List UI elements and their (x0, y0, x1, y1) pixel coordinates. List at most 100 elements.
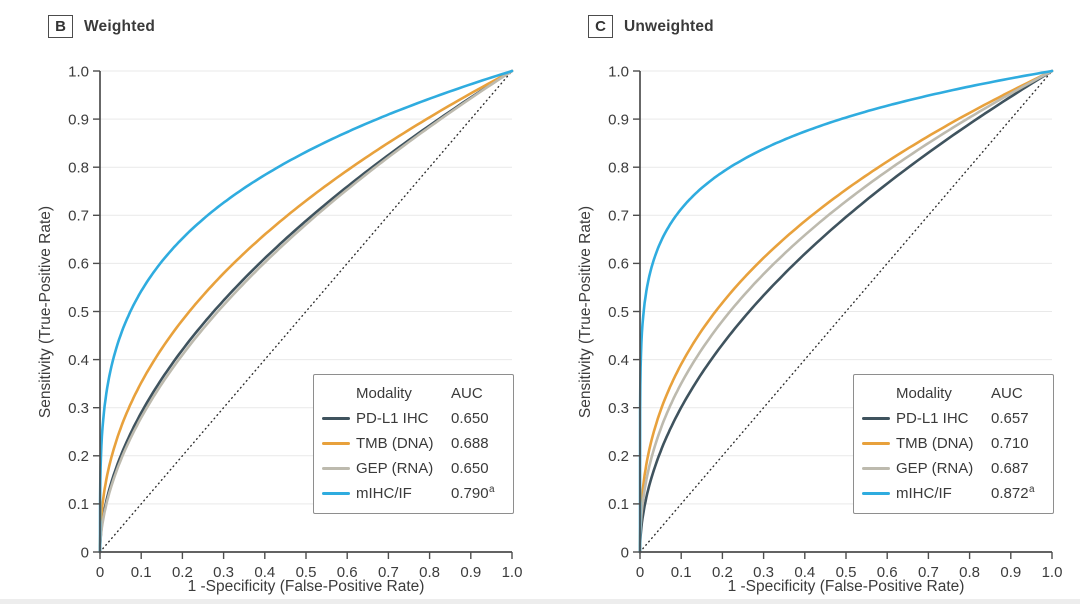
roc-curve-mihc-if (98, 69, 514, 554)
x-tick-label: 0.1 (131, 564, 152, 581)
x-tick-label: 0.8 (959, 564, 980, 581)
x-tick-label: 0.6 (337, 564, 358, 581)
legend-row: TMB (DNA) 0.688 (322, 431, 505, 456)
legend-row: mIHC/IF 0.872a (862, 481, 1045, 506)
reference-diagonal (639, 70, 1053, 553)
auc-value: 0.687 (991, 460, 1029, 477)
y-tick-label: 0 (81, 544, 89, 561)
y-tick-label: 1.0 (608, 63, 629, 80)
y-axis-title: Sensitivity (True-Positive Rate) (577, 205, 594, 419)
series-name: GEP (RNA) (356, 460, 434, 477)
legend-row: PD-L1 IHC 0.657 (862, 406, 1045, 431)
auc-value: 0.872a (991, 484, 1035, 503)
y-tick-label: 0.8 (608, 159, 629, 176)
series-name: PD-L1 IHC (896, 410, 969, 427)
x-axis-title: 1 -Specificity (False-Positive Rate) (727, 578, 965, 595)
x-tick-label: 0.9 (1000, 564, 1021, 581)
auc-legend: Modality AUC PD-L1 IHC 0.657 TMB (DNA) 0… (853, 374, 1054, 514)
y-tick-label: 0.2 (608, 448, 629, 465)
y-tick-label: 0.4 (68, 352, 89, 369)
legend-swatch-spacer (862, 392, 890, 395)
roc-curve-gep-rna- (638, 69, 1054, 554)
panel-letter-badge: B (48, 15, 73, 38)
y-tick-label: 0.7 (68, 208, 89, 225)
auc-footnote-marker: a (1029, 484, 1035, 495)
series-color-swatch (862, 417, 890, 420)
y-tick-label: 0 (621, 544, 629, 561)
series-name: TMB (DNA) (896, 435, 974, 452)
y-tick-label: 0.5 (68, 304, 89, 321)
panel-unweighted: C Unweighted 0 0 0.1 0.1 0.2 0.2 0.3 0.3 0.4 0.4 0… (540, 0, 1080, 604)
legend-row: GEP (RNA) 0.687 (862, 456, 1045, 481)
auc-value: 0.688 (451, 435, 489, 452)
y-tick-label: 0.6 (608, 256, 629, 273)
x-tick-label: 0.7 (918, 564, 939, 581)
legend-header-row: Modality AUC (862, 381, 1045, 406)
legend-header-modality: Modality (356, 385, 412, 402)
y-tick-label: 0.7 (608, 208, 629, 225)
auc-value: 0.657 (991, 410, 1029, 427)
x-tick-label: 0 (636, 564, 644, 581)
auc-footnote-marker: a (489, 484, 495, 495)
auc-value: 0.790a (451, 484, 495, 503)
x-tick-label: 0.7 (378, 564, 399, 581)
series-name: mIHC/IF (356, 485, 412, 502)
y-tick-label: 0.4 (608, 352, 629, 369)
roc-curve-tmb-dna- (638, 69, 1054, 554)
legend-row: PD-L1 IHC 0.650 (322, 406, 505, 431)
legend-header-modality: Modality (896, 385, 952, 402)
y-tick-label: 0.3 (608, 400, 629, 417)
roc-curve-mihc-if (638, 69, 1054, 554)
x-tick-label: 0.5 (836, 564, 857, 581)
x-tick-label: 0.2 (172, 564, 193, 581)
series-color-swatch (862, 442, 890, 445)
roc-plot-canvas: 00 0.1 0.1 0.2 0.2 0.3 0.3 0.4 0.4 0.5 0.5 0.6 0.6 0.… (68, 63, 523, 581)
panel-weighted: B Weighted 0 0 0.1 0.1 0.2 0.2 0.3 0.3 0.4 0.4 0.5… (37, 15, 523, 595)
auc-value: 0.650 (451, 410, 489, 427)
x-tick-label: 0 (96, 564, 104, 581)
legend-row: GEP (RNA) 0.650 (322, 456, 505, 481)
series-color-swatch (322, 442, 350, 445)
x-tick-label: 0.3 (753, 564, 774, 581)
bottom-strip-divider (0, 599, 1080, 604)
x-tick-label: 0.6 (877, 564, 898, 581)
y-tick-label: 0.6 (68, 256, 89, 273)
x-tick-label: 0.9 (460, 564, 481, 581)
panel-header: B Weighted (48, 15, 155, 38)
panel-letter-badge: C (588, 15, 613, 38)
y-axis-title: Sensitivity (True-Positive Rate) (37, 205, 54, 419)
x-tick-label: 0.3 (213, 564, 234, 581)
x-tick-label: 1.0 (502, 564, 523, 581)
legend-row: mIHC/IF 0.790a (322, 481, 505, 506)
legend-header-row: Modality AUC (322, 381, 505, 406)
reference-diagonal (99, 70, 513, 553)
panel-title: Weighted (84, 17, 156, 35)
y-tick-label: 0.5 (608, 304, 629, 321)
y-tick-label: 0.1 (608, 496, 629, 513)
series-color-swatch (862, 492, 890, 495)
roc-curve-pd-l1-ihc (638, 69, 1054, 554)
series-color-swatch (322, 417, 350, 420)
roc-curve-tmb-dna- (98, 69, 514, 554)
series-name: PD-L1 IHC (356, 410, 429, 427)
x-tick-label: 0.5 (296, 564, 317, 581)
auc-value: 0.710 (991, 435, 1029, 452)
y-tick-label: 0.9 (68, 111, 89, 128)
y-tick-label: 0.3 (68, 400, 89, 417)
series-color-swatch (322, 467, 350, 470)
y-tick-label: 1.0 (68, 63, 89, 80)
y-tick-label: 0.9 (608, 111, 629, 128)
x-axis-title: 1 -Specificity (False-Positive Rate) (187, 578, 425, 595)
roc-plot-canvas: 00 0.1 0.1 0.2 0.2 0.3 0.3 0.4 0.4 0.5 0.5 0.6 0.6 0.… (608, 63, 1063, 581)
series-color-swatch (322, 492, 350, 495)
panel-header: C Unweighted (588, 15, 714, 38)
y-tick-label: 0.8 (68, 159, 89, 176)
x-tick-label: 1.0 (1042, 564, 1063, 581)
legend-swatch-spacer (322, 392, 350, 395)
x-tick-label: 0.4 (794, 564, 815, 581)
x-tick-label: 0.4 (254, 564, 275, 581)
panel-title: Unweighted (624, 17, 714, 35)
series-name: GEP (RNA) (896, 460, 974, 477)
roc-curve-pd-l1-ihc (98, 69, 514, 554)
